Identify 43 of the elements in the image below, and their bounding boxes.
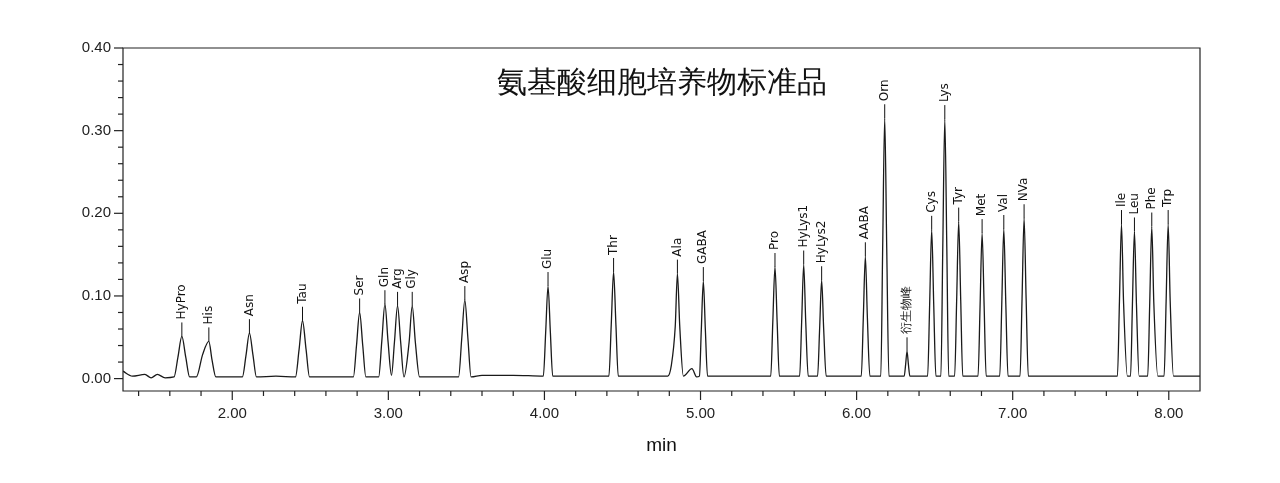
annotation: Arg xyxy=(389,268,404,289)
annotation: Glu xyxy=(540,248,555,270)
annotation: Orn xyxy=(876,79,891,102)
text: 氨基酸细胞培养物标准品 xyxy=(496,64,827,99)
annotation: Tau xyxy=(294,283,309,305)
annotation: Thr xyxy=(605,235,620,256)
annotation: Tyr xyxy=(950,187,965,206)
annotation: GABA xyxy=(695,229,710,265)
annotation: His xyxy=(200,305,215,325)
x-tick-label: 2.00 xyxy=(217,404,247,422)
x-tick-label: 7.00 xyxy=(998,404,1028,422)
x-tick-label: 3.00 xyxy=(373,404,403,422)
annotation: HyLys2 xyxy=(813,220,828,264)
annotation: Ser xyxy=(351,275,366,296)
annotation: Asn xyxy=(241,294,256,317)
x-tick-label: 4.00 xyxy=(529,404,560,422)
annotation: Leu xyxy=(1126,193,1141,215)
y-tick-label: 0.10 xyxy=(81,286,111,304)
annotation: HyPro xyxy=(173,284,188,320)
annotation: Cys xyxy=(923,191,938,213)
y-tick-label: 0.30 xyxy=(81,120,111,138)
y-tick-label: 0.20 xyxy=(81,203,111,221)
x-tick-label: 6.00 xyxy=(842,404,872,422)
annotation: Pro xyxy=(767,230,782,251)
annotation: 衍生物峰 xyxy=(899,286,914,335)
annotation: Ala xyxy=(669,237,684,257)
annotation: Gly xyxy=(404,269,419,289)
annotation: Val xyxy=(995,194,1010,212)
y-tick-label: 0.00 xyxy=(81,368,111,386)
x-axis-title: min xyxy=(646,433,677,455)
annotation: Phe xyxy=(1143,187,1158,210)
annotation: Trp xyxy=(1160,188,1175,209)
annotation: Gln xyxy=(377,266,392,288)
annotation: Asp xyxy=(456,261,471,284)
annotation: Met xyxy=(974,193,989,217)
annotation: Lys xyxy=(936,83,951,103)
x-tick-label: 8.00 xyxy=(1154,404,1184,422)
y-tick-label: 0.40 xyxy=(81,38,111,56)
annotation: AABA xyxy=(857,205,872,240)
annotation: HyLys1 xyxy=(795,204,810,248)
annotation: NVa xyxy=(1016,177,1031,202)
annotation: Ile xyxy=(1113,192,1128,208)
x-tick-label: 5.00 xyxy=(685,404,716,422)
